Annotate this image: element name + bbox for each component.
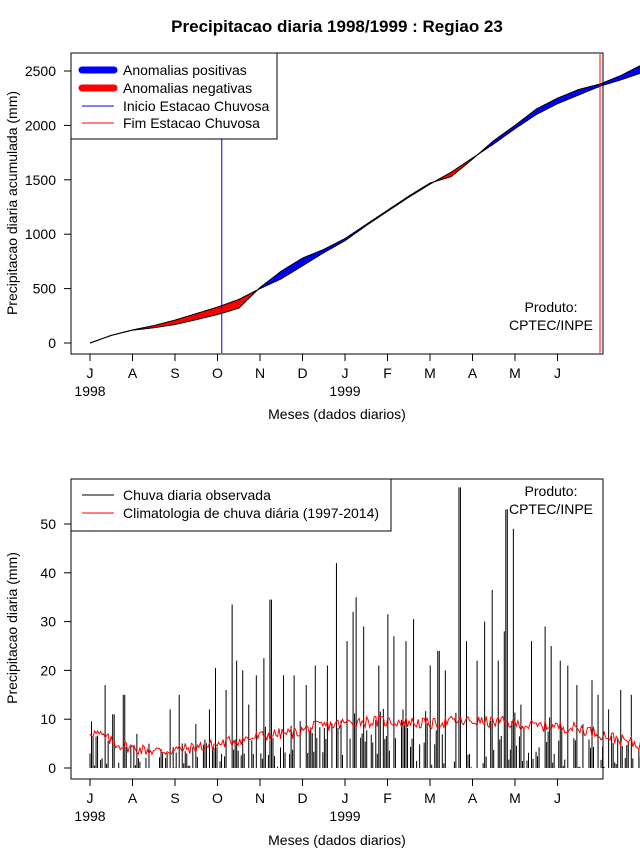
chart2-credit-line1: Produto: — [525, 483, 578, 499]
chart1-x-axis: J A S O N D J F M A M J 1998 1999 — [74, 354, 561, 399]
chart1-title: Precipitacao diaria 1998/1999 : Regiao 2… — [171, 17, 503, 36]
chart2-x-tick-label: J — [554, 790, 561, 806]
chart1-x-tick-label: A — [128, 365, 138, 381]
legend-label-positive-anomaly: Anomalias positivas — [123, 62, 247, 78]
negative-anomaly-segment — [232, 300, 235, 311]
legend-label-onset: Inicio Estacao Chuvosa — [123, 98, 270, 114]
climatology-daily-rain-line — [89, 714, 640, 756]
chart2-legend-box — [70, 478, 392, 532]
chart1-y-tick-label: 2500 — [25, 63, 56, 79]
chart2-x-tick-label: M — [424, 790, 436, 806]
chart2-y-label: Precipitacao diaria (mm) — [4, 552, 20, 704]
chart1-y-tick-label: 2000 — [25, 117, 56, 133]
chart2-x-tick-label: N — [255, 790, 265, 806]
chart1-year-label: 1998 — [74, 383, 105, 399]
negative-anomaly-segment — [210, 307, 214, 317]
chart2-x-tick-label: J — [87, 790, 94, 806]
chart2-year-label: 1999 — [329, 808, 360, 824]
chart1-y-label: Precipitacao diaria acumulada (mm) — [4, 91, 20, 315]
negative-anomaly-segment — [229, 301, 233, 312]
chart1-y-tick-label: 500 — [33, 281, 57, 297]
legend-label-end: Fim Estacao Chuvosa — [123, 115, 260, 131]
chart2-year-label: 1998 — [74, 808, 105, 824]
chart2-y-tick-label: 0 — [48, 760, 56, 776]
chart1-x-tick-label: O — [212, 365, 223, 381]
chart2-y-tick-label: 10 — [40, 711, 56, 727]
chart2-x-label: Meses (dados diarios) — [268, 832, 406, 848]
chart1-x-tick-label: S — [170, 365, 179, 381]
chart1-credit-line1: Produto: — [525, 299, 578, 315]
chart1-x-tick-label: M — [424, 365, 436, 381]
legend-label-observed-rain: Chuva diaria observada — [123, 487, 271, 503]
climatology-accumulated-line — [89, 72, 640, 344]
chart2-y-tick-label: 50 — [40, 516, 56, 532]
chart2-x-tick-label: F — [383, 790, 392, 806]
chart2-y-tick-label: 20 — [40, 662, 56, 678]
chart2-x-axis: J A S O N D J F M A M J 1998 1999 — [74, 779, 561, 824]
chart1-x-tick-label: A — [468, 365, 478, 381]
chart2-plot-area — [89, 487, 640, 768]
legend-label-negative-anomaly: Anomalias negativas — [123, 80, 252, 96]
chart2-x-tick-label: J — [342, 790, 349, 806]
chart1-x-tick-label: M — [509, 365, 521, 381]
chart2-x-tick-label: D — [297, 790, 307, 806]
negative-anomaly-segment — [234, 299, 237, 310]
chart1-x-tick-label: D — [297, 365, 307, 381]
chart1-y-tick-label: 1500 — [25, 172, 56, 188]
chart1-year-label: 1999 — [329, 383, 360, 399]
negative-anomaly-segment — [227, 302, 231, 312]
negative-anomaly-segment — [208, 308, 212, 317]
negative-anomaly-segment — [204, 309, 208, 318]
chart2-credit-line2: CPTEC/INPE — [509, 501, 593, 517]
chart2-legend: Chuva diaria observada Climatologia de c… — [70, 478, 392, 532]
chart2-x-tick-label: M — [509, 790, 521, 806]
negative-anomaly-segment — [236, 299, 240, 310]
chart1-y-tick-label: 1000 — [25, 226, 56, 242]
chart2-y-tick-label: 40 — [40, 565, 56, 581]
negative-anomaly-segment — [223, 303, 227, 314]
chart1-legend: Anomalias positivas Anomalias negativas … — [70, 52, 278, 140]
chart1-credit-line2: CPTEC/INPE — [509, 317, 593, 333]
chart1-x-tick-label: J — [554, 365, 561, 381]
chart1-x-tick-label: J — [87, 365, 94, 381]
chart1-plot-area — [89, 54, 640, 353]
negative-anomaly-segment — [212, 307, 216, 316]
chart1-y-axis: 0 500 1000 1500 2000 2500 — [25, 63, 72, 351]
chart2-x-tick-label: S — [170, 790, 179, 806]
legend-label-climatology: Climatologia de chuva diária (1997-2014) — [123, 505, 379, 521]
chart2-y-tick-label: 30 — [40, 614, 56, 630]
chart2-y-axis: 0 10 20 30 40 50 — [40, 516, 72, 776]
chart1-x-tick-label: F — [383, 365, 392, 381]
chart1-x-tick-label: N — [255, 365, 265, 381]
chart2-x-tick-label: O — [212, 790, 223, 806]
chart1-x-label: Meses (dados diarios) — [268, 406, 406, 422]
chart1-x-tick-label: J — [342, 365, 349, 381]
chart2-x-tick-label: A — [468, 790, 478, 806]
negative-anomaly-segment — [217, 305, 220, 315]
chart2-x-tick-label: A — [128, 790, 138, 806]
observed-accumulated-line — [89, 65, 640, 344]
negative-anomaly-segment — [206, 309, 210, 318]
negative-anomaly-segment — [215, 306, 218, 316]
negative-anomaly-segment — [225, 302, 229, 313]
chart1-y-tick-label: 0 — [48, 335, 56, 351]
